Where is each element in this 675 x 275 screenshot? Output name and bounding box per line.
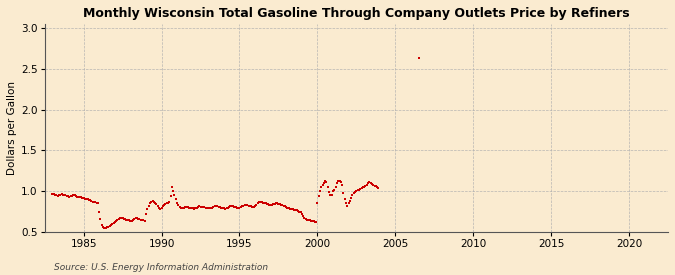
Title: Monthly Wisconsin Total Gasoline Through Company Outlets Price by Refiners: Monthly Wisconsin Total Gasoline Through… — [83, 7, 630, 20]
Text: Source: U.S. Energy Information Administration: Source: U.S. Energy Information Administ… — [54, 263, 268, 272]
Y-axis label: Dollars per Gallon: Dollars per Gallon — [7, 81, 17, 175]
